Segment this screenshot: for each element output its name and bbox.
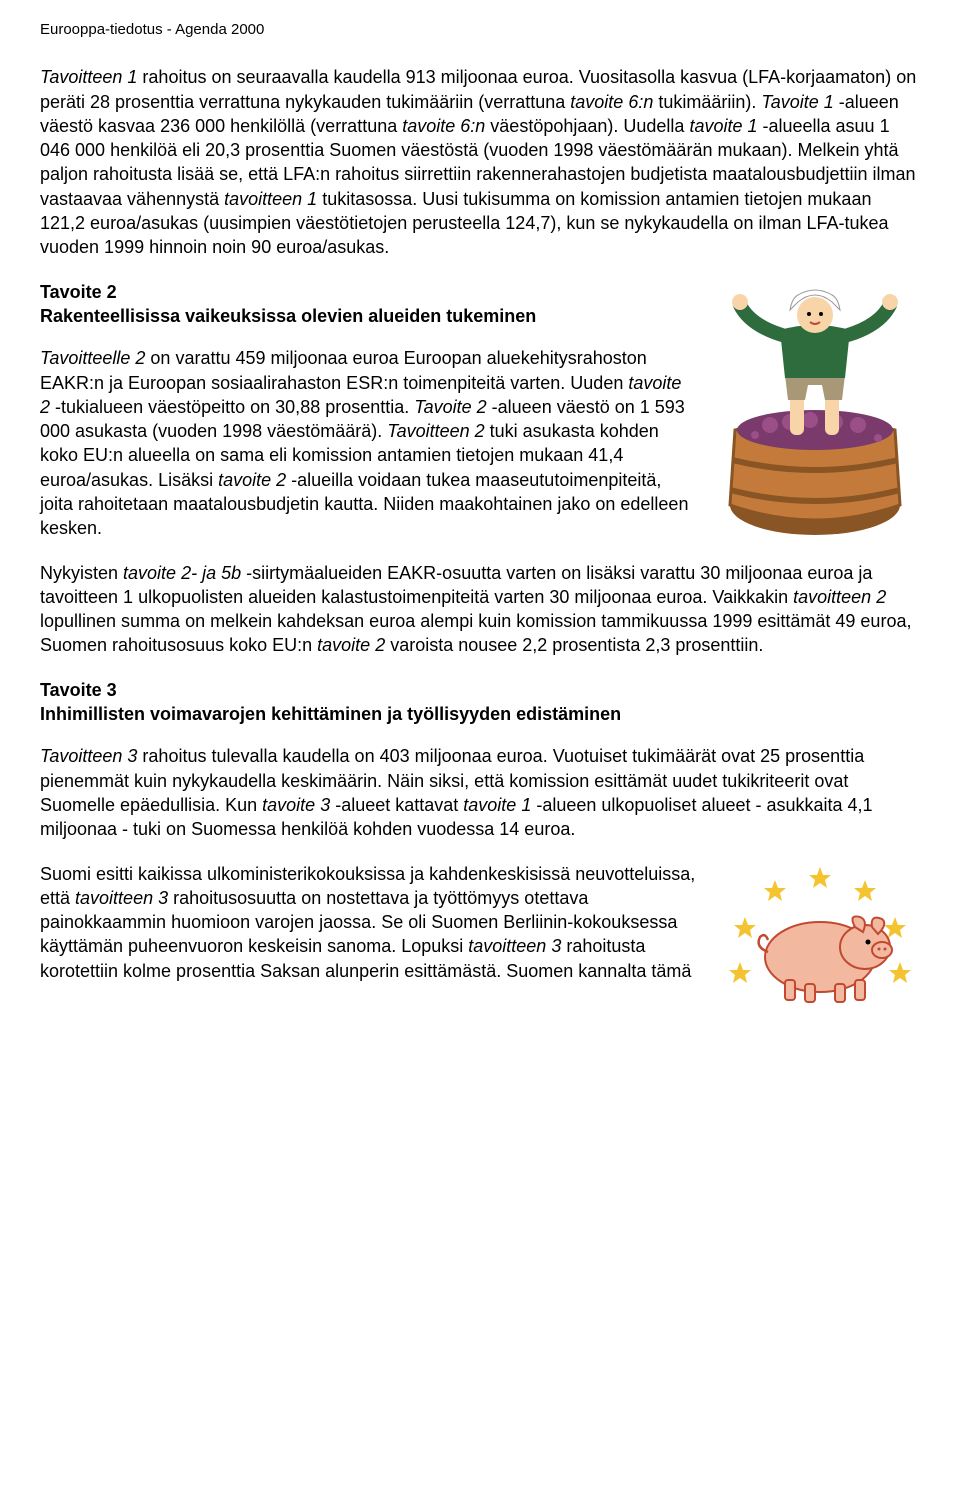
tavoite3-title: Tavoite 3	[40, 678, 920, 702]
tavoite3-subtitle: Inhimillisten voimavarojen kehittäminen …	[40, 702, 920, 726]
paragraph-t1: Tavoitteen 1 rahoitus on seuraavalla kau…	[40, 65, 920, 259]
tavoite2-p2: Nykyisten tavoite 2- ja 5b -siirtymäalue…	[40, 561, 920, 658]
tavoite2-body: Tavoitteelle 2 on varattu 459 miljoonaa …	[40, 346, 695, 540]
tavoite3-body: Tavoitteen 3 rahoitus tulevalla kaudella…	[40, 744, 920, 841]
tavoite3-p2: Suomi esitti kaikissa ulkoministerikokou…	[40, 862, 705, 983]
pig-stars-illustration	[720, 862, 920, 1012]
tavoite2-title: Tavoite 2	[40, 280, 695, 304]
tavoite2-subtitle: Rakenteellisissa vaikeuksissa olevien al…	[40, 304, 695, 328]
grape-stomper-illustration	[710, 280, 920, 561]
page-header: Eurooppa-tiedotus - Agenda 2000	[40, 20, 920, 40]
